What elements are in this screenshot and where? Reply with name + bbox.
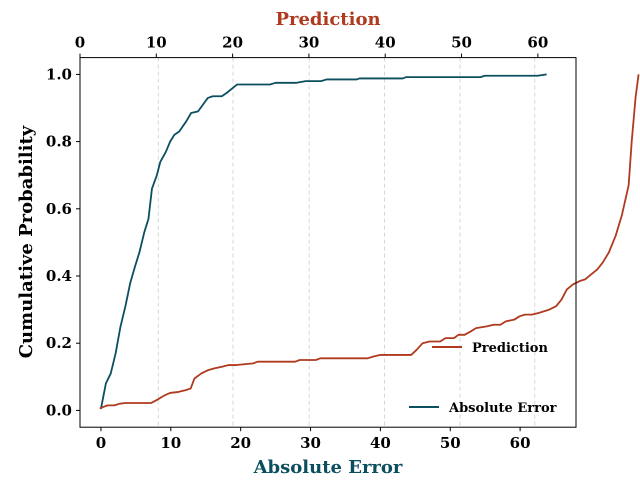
legend-prediction: Prediction [432,341,548,356]
top-x-tick-label: 50 [451,34,472,52]
y-tick-label: 0.2 [46,334,72,352]
top-x-tick-label: 10 [146,34,167,52]
top-x-tick-label: 0 [75,34,85,52]
legend-absolute-error-label: Absolute Error [448,401,557,416]
legend-absolute-error: Absolute Error [409,401,557,416]
y-tick-label: 0.0 [46,401,72,419]
bottom-x-tick-label: 60 [510,434,531,452]
bottom-x-tick-label: 20 [230,434,251,452]
bottom-x-tick-label: 0 [96,434,106,452]
bottom-x-tick-label: 50 [440,434,461,452]
y-tick-label: 0.4 [46,267,72,285]
y-tick-label: 1.0 [46,65,72,83]
y-tick-label: 0.6 [46,200,72,218]
top-x-axis-label: Prediction [275,9,380,30]
y-axis: 0.0 0.2 0.4 0.6 0.8 1.0 [46,65,80,419]
top-x-tick-label: 40 [375,34,396,52]
y-axis-label: Cumulative Probability [16,125,37,358]
series-line-prediction [99,74,640,410]
top-x-tick-label: 60 [527,34,548,52]
bottom-x-tick-label: 40 [370,434,391,452]
series-layer [99,73,640,410]
top-x-tick-label: 20 [222,34,243,52]
legend-prediction-label: Prediction [472,341,548,356]
plot-frame [79,57,577,428]
y-tick-label: 0.8 [46,133,72,151]
bottom-x-axis: 0 10 20 30 40 50 60 [96,427,531,452]
top-x-axis: 0 10 20 30 40 50 60 [75,34,548,58]
x-axis-label: Absolute Error [253,457,403,478]
top-x-tick-label: 30 [298,34,319,52]
bottom-x-tick-label: 30 [300,434,321,452]
series-line-absolute-error [100,73,547,409]
grid-layer [157,57,536,428]
bottom-x-tick-label: 10 [160,434,181,452]
